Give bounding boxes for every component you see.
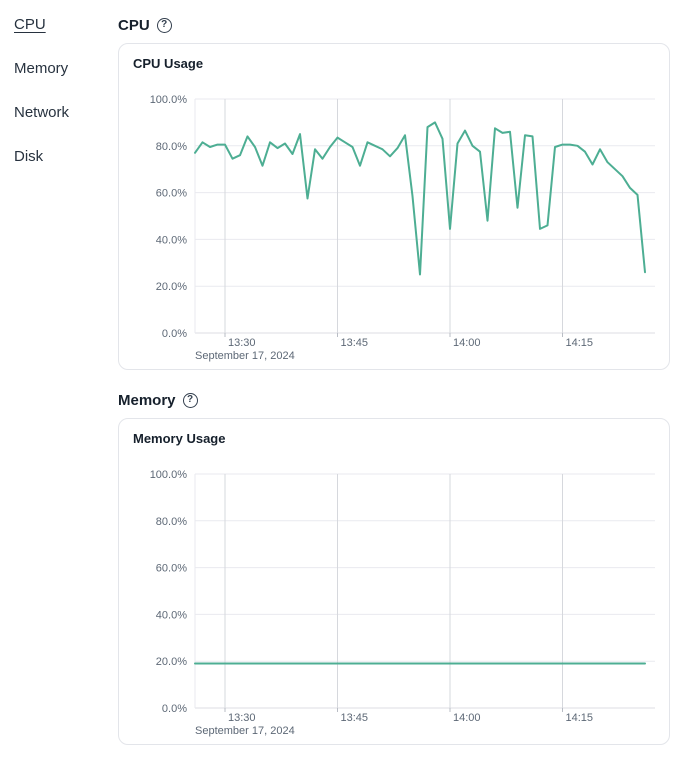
svg-text:40.0%: 40.0% — [156, 609, 187, 621]
svg-text:13:30: 13:30 — [228, 712, 256, 724]
svg-text:100.0%: 100.0% — [150, 469, 188, 481]
section-cpu-header: CPU ? — [118, 16, 670, 34]
memory-card-title: Memory Usage — [133, 431, 226, 446]
svg-text:13:45: 13:45 — [341, 712, 369, 724]
svg-text:September 17, 2024: September 17, 2024 — [195, 350, 295, 362]
svg-text:60.0%: 60.0% — [156, 563, 187, 575]
help-icon[interactable]: ? — [156, 17, 172, 33]
svg-text:20.0%: 20.0% — [156, 281, 187, 293]
svg-text:14:00: 14:00 — [453, 337, 481, 349]
svg-text:80.0%: 80.0% — [156, 141, 187, 153]
svg-text:40.0%: 40.0% — [156, 234, 187, 246]
section-heading-memory: Memory — [118, 391, 176, 409]
svg-text:0.0%: 0.0% — [162, 703, 187, 715]
section-memory: Memory ? Memory Usage 0.0% 20.0% 40.0% 60.0… — [118, 391, 670, 745]
svg-text:100.0%: 100.0% — [150, 94, 188, 106]
sidebar-item-disk[interactable]: Disk — [14, 148, 44, 165]
sidebar-item-cpu[interactable]: CPU — [14, 16, 46, 33]
svg-text:14:15: 14:15 — [566, 712, 594, 724]
svg-text:13:30: 13:30 — [228, 337, 256, 349]
sidebar-item-memory[interactable]: Memory — [14, 60, 69, 77]
cpu-usage-chart[interactable]: 0.0% 20.0% 40.0% 60.0% 80.0% 100.0% 13:30 13:45… — [132, 74, 662, 364]
svg-text:0.0%: 0.0% — [162, 328, 187, 340]
svg-text:20.0%: 20.0% — [156, 656, 187, 668]
section-memory-header: Memory ? — [118, 391, 670, 409]
cpu-usage-card: CPU Usage 0.0% 20.0% 40.0% 60.0% 80.0% 100.0%… — [118, 43, 670, 370]
svg-text:14:00: 14:00 — [453, 712, 481, 724]
help-icon[interactable]: ? — [182, 392, 198, 408]
memory-usage-card: Memory Usage 0.0% 20.0% 40.0% 60.0% 80.0% 100… — [118, 418, 670, 745]
section-heading-cpu: CPU — [118, 16, 150, 34]
cpu-card-title: CPU Usage — [133, 56, 204, 71]
svg-text:80.0%: 80.0% — [156, 516, 187, 528]
svg-text:60.0%: 60.0% — [156, 188, 187, 200]
memory-usage-chart[interactable]: 0.0% 20.0% 40.0% 60.0% 80.0% 100.0% 13:30 13:45… — [132, 449, 662, 739]
svg-text:13:45: 13:45 — [341, 337, 369, 349]
main-content: CPU ? CPU Usage 0.0% 20.0% 40.0% 60.0% 80.0%… — [118, 16, 670, 766]
section-cpu: CPU ? CPU Usage 0.0% 20.0% 40.0% 60.0% 80.0%… — [118, 16, 670, 370]
svg-text:14:15: 14:15 — [566, 337, 594, 349]
sidebar-item-network[interactable]: Network — [14, 104, 70, 121]
sidebar-nav: CPU Memory Network Disk — [14, 16, 69, 166]
svg-text:September 17, 2024: September 17, 2024 — [195, 725, 295, 737]
